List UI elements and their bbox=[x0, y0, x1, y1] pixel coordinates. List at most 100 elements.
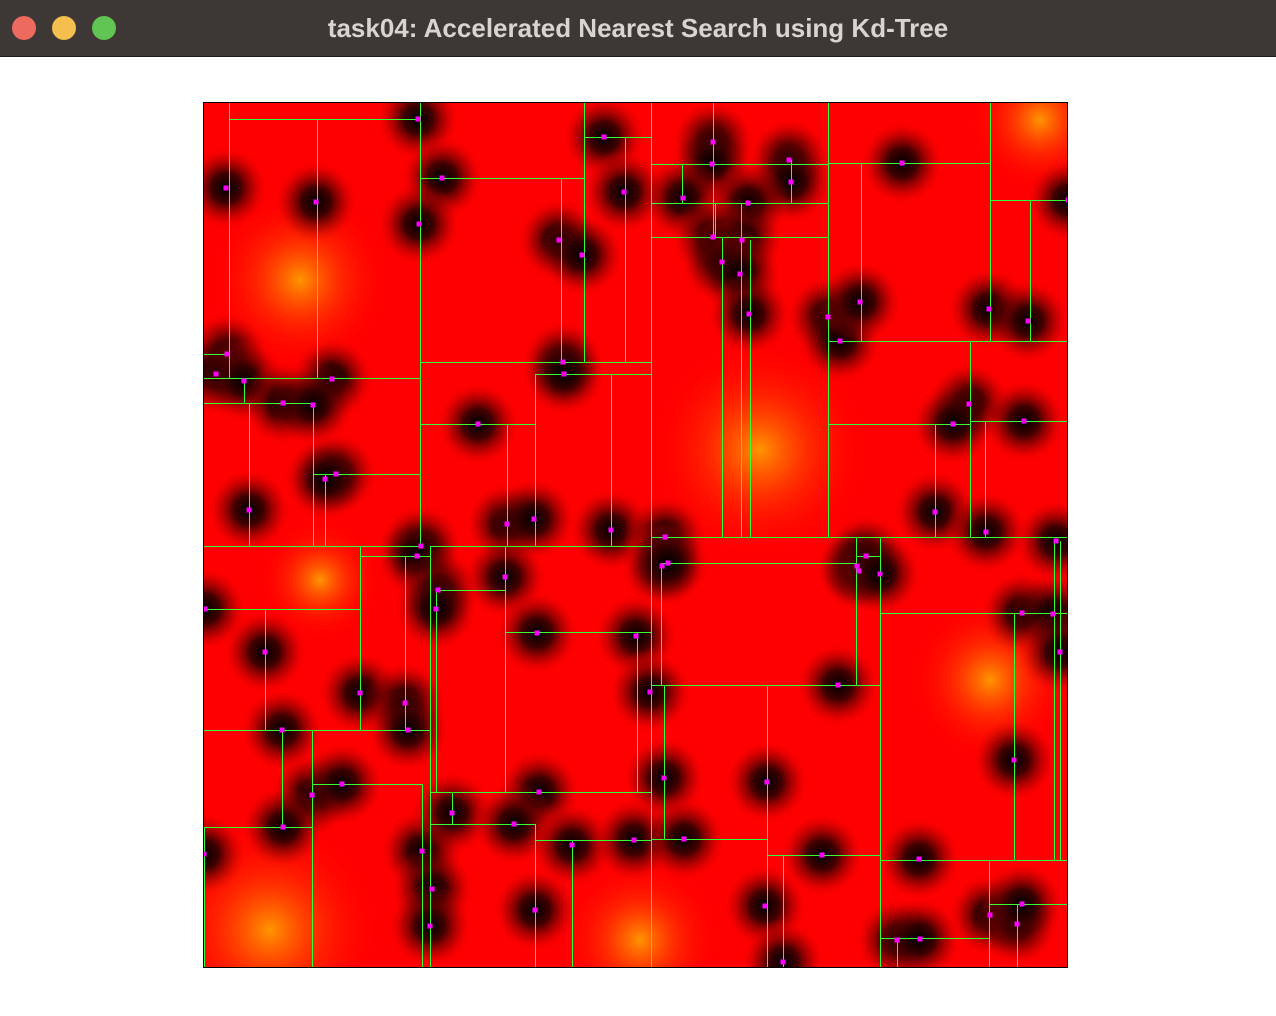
distance-shade bbox=[1018, 610, 1068, 694]
kd-point bbox=[633, 633, 639, 639]
kd-point bbox=[681, 836, 687, 842]
kd-point bbox=[966, 401, 972, 407]
kd-point bbox=[511, 821, 517, 827]
kd-point bbox=[357, 690, 363, 696]
kd-point bbox=[569, 842, 575, 848]
minimize-button[interactable] bbox=[52, 16, 76, 40]
kd-point bbox=[1057, 649, 1063, 655]
kd-point bbox=[329, 376, 335, 382]
kd-point bbox=[310, 402, 316, 408]
kd-tree-visualization[interactable] bbox=[203, 102, 1068, 968]
kd-point bbox=[449, 810, 455, 816]
kd-point bbox=[418, 543, 424, 549]
kd-point bbox=[1011, 757, 1017, 763]
kd-point bbox=[313, 199, 319, 205]
kd-point bbox=[203, 851, 207, 857]
kd-point bbox=[877, 571, 883, 577]
kd-point bbox=[1050, 611, 1056, 617]
kd-point bbox=[857, 299, 863, 305]
kd-point bbox=[709, 161, 715, 167]
kd-point bbox=[659, 563, 665, 569]
kd-point bbox=[917, 936, 923, 942]
maximize-button[interactable] bbox=[92, 16, 116, 40]
kd-point bbox=[710, 234, 716, 240]
kd-point bbox=[835, 682, 841, 688]
kd-point bbox=[475, 421, 481, 427]
kd-point bbox=[439, 175, 445, 181]
kd-point bbox=[863, 553, 869, 559]
kd-point bbox=[224, 351, 230, 357]
distance-shade bbox=[203, 812, 246, 896]
kd-point bbox=[203, 606, 208, 612]
kd-point bbox=[536, 789, 542, 795]
kd-point bbox=[561, 371, 567, 377]
kd-point bbox=[309, 792, 315, 798]
kd-point bbox=[427, 923, 433, 929]
canvas-border bbox=[203, 102, 1068, 968]
kd-tree-canvas[interactable] bbox=[203, 102, 1068, 968]
kd-point bbox=[322, 476, 328, 482]
kd-point bbox=[279, 727, 285, 733]
kd-point bbox=[608, 527, 614, 533]
close-button[interactable] bbox=[12, 16, 36, 40]
kd-point bbox=[780, 959, 786, 965]
kd-point bbox=[1014, 921, 1020, 927]
kd-point bbox=[502, 574, 508, 580]
glow-area bbox=[203, 820, 380, 968]
kd-point bbox=[647, 689, 653, 695]
kd-point bbox=[1021, 418, 1027, 424]
kd-point bbox=[433, 606, 439, 612]
kd-point bbox=[986, 306, 992, 312]
kd-point bbox=[504, 521, 510, 527]
kd-point bbox=[950, 421, 956, 427]
kd-point bbox=[819, 852, 825, 858]
kd-point bbox=[560, 359, 566, 365]
title-bar[interactable]: task04: Accelerated Nearest Search using… bbox=[0, 0, 1276, 57]
kd-point bbox=[556, 237, 562, 243]
kd-point bbox=[1065, 197, 1068, 203]
kd-point bbox=[419, 848, 425, 854]
kd-point bbox=[665, 560, 671, 566]
kd-point bbox=[1019, 610, 1025, 616]
kd-point bbox=[532, 907, 538, 913]
kd-point bbox=[246, 507, 252, 513]
kd-point bbox=[661, 775, 667, 781]
kd-points bbox=[203, 116, 1068, 965]
kd-split-lines bbox=[203, 102, 1068, 968]
kd-point bbox=[333, 471, 339, 477]
glow-area bbox=[560, 860, 720, 968]
kd-point bbox=[415, 116, 421, 122]
kd-point bbox=[1025, 318, 1031, 324]
kd-point bbox=[837, 338, 843, 344]
kd-point bbox=[719, 259, 725, 265]
distance-shade bbox=[878, 897, 962, 968]
kd-point bbox=[280, 824, 286, 830]
kd-point bbox=[339, 781, 345, 787]
distance-shade bbox=[203, 146, 268, 230]
kd-point bbox=[429, 886, 435, 892]
kd-point bbox=[983, 529, 989, 535]
kd-point bbox=[435, 587, 441, 593]
kd-point bbox=[1053, 538, 1059, 544]
kd-point bbox=[710, 139, 716, 145]
kd-point bbox=[825, 314, 831, 320]
kd-point bbox=[762, 903, 768, 909]
kd-point bbox=[601, 134, 607, 140]
kd-point bbox=[414, 553, 420, 559]
kd-point bbox=[894, 937, 900, 943]
kd-point bbox=[416, 221, 422, 227]
kd-point bbox=[1019, 901, 1025, 907]
kd-point bbox=[916, 856, 922, 862]
kd-point bbox=[662, 534, 668, 540]
kd-point bbox=[531, 516, 537, 522]
kd-point bbox=[899, 160, 905, 166]
kd-point bbox=[213, 371, 219, 377]
kd-point bbox=[737, 271, 743, 277]
kd-point bbox=[262, 649, 268, 655]
glow-area bbox=[650, 340, 870, 560]
kd-point bbox=[534, 630, 540, 636]
kd-point bbox=[402, 700, 408, 706]
kd-point bbox=[405, 727, 411, 733]
kd-point bbox=[856, 568, 862, 574]
window-title: task04: Accelerated Nearest Search using… bbox=[327, 13, 949, 43]
